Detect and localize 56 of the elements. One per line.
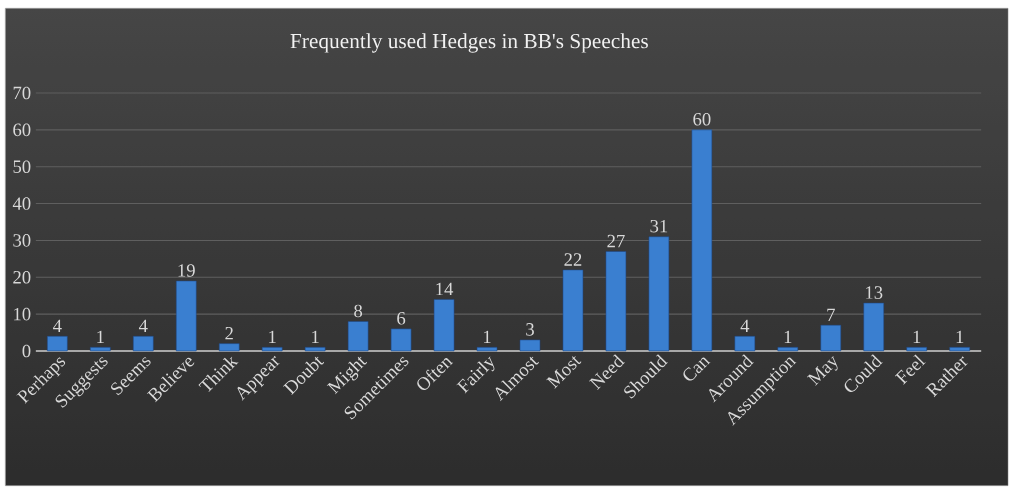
y-tick-label: 30	[13, 234, 31, 247]
data-label: 4	[740, 319, 750, 332]
bar	[347, 321, 369, 352]
bar	[734, 335, 756, 352]
chart-title: Frequently used Hedges in BB's Speeches	[290, 33, 648, 53]
y-tick-label: 70	[13, 86, 31, 100]
bar	[605, 251, 627, 352]
bar	[906, 347, 927, 352]
x-tick-label: May	[806, 355, 838, 386]
y-tick-label: 40	[12, 197, 31, 210]
data-label: 3	[526, 323, 534, 336]
data-label: 1	[484, 330, 491, 344]
bar	[133, 335, 154, 352]
bar	[47, 335, 68, 352]
data-label: 22	[564, 253, 582, 266]
bar	[433, 299, 455, 352]
bar	[519, 339, 541, 352]
data-label: 1	[312, 330, 319, 344]
data-label: 7	[827, 308, 835, 321]
bar	[261, 347, 283, 352]
data-label: 31	[650, 219, 668, 233]
bar	[218, 343, 240, 352]
y-tick-label: 10	[14, 307, 31, 321]
bar	[390, 328, 412, 352]
bar	[476, 347, 498, 352]
data-label: 2	[225, 326, 233, 340]
data-label: 19	[178, 264, 195, 277]
bar	[820, 324, 842, 352]
x-tick-label: Feel	[894, 354, 926, 385]
bar	[949, 347, 970, 352]
data-label: 4	[138, 319, 148, 332]
bar	[691, 129, 713, 352]
data-label: 1	[784, 330, 792, 344]
data-label: 27	[607, 234, 625, 248]
data-label: 4	[53, 319, 62, 332]
bar	[648, 236, 670, 352]
bar	[562, 269, 584, 352]
bar	[777, 347, 799, 352]
bar	[175, 280, 197, 352]
y-tick-label: 50	[13, 160, 31, 174]
bar	[863, 302, 885, 352]
x-tick-label: Can	[683, 357, 711, 381]
data-label: 8	[354, 304, 363, 318]
bar	[90, 347, 111, 352]
data-label: 6	[397, 312, 406, 325]
data-label: 1	[913, 330, 921, 344]
data-label: 14	[436, 282, 454, 296]
y-tick-label: 0	[22, 344, 31, 358]
data-label: 1	[269, 330, 276, 344]
y-tick-label: 60	[13, 123, 31, 137]
data-label: 13	[866, 286, 883, 299]
data-label: 1	[97, 330, 104, 344]
y-tick-label: 20	[13, 270, 31, 284]
bar	[304, 347, 326, 352]
data-label: 1	[956, 330, 964, 344]
data-label: 60	[693, 112, 711, 126]
